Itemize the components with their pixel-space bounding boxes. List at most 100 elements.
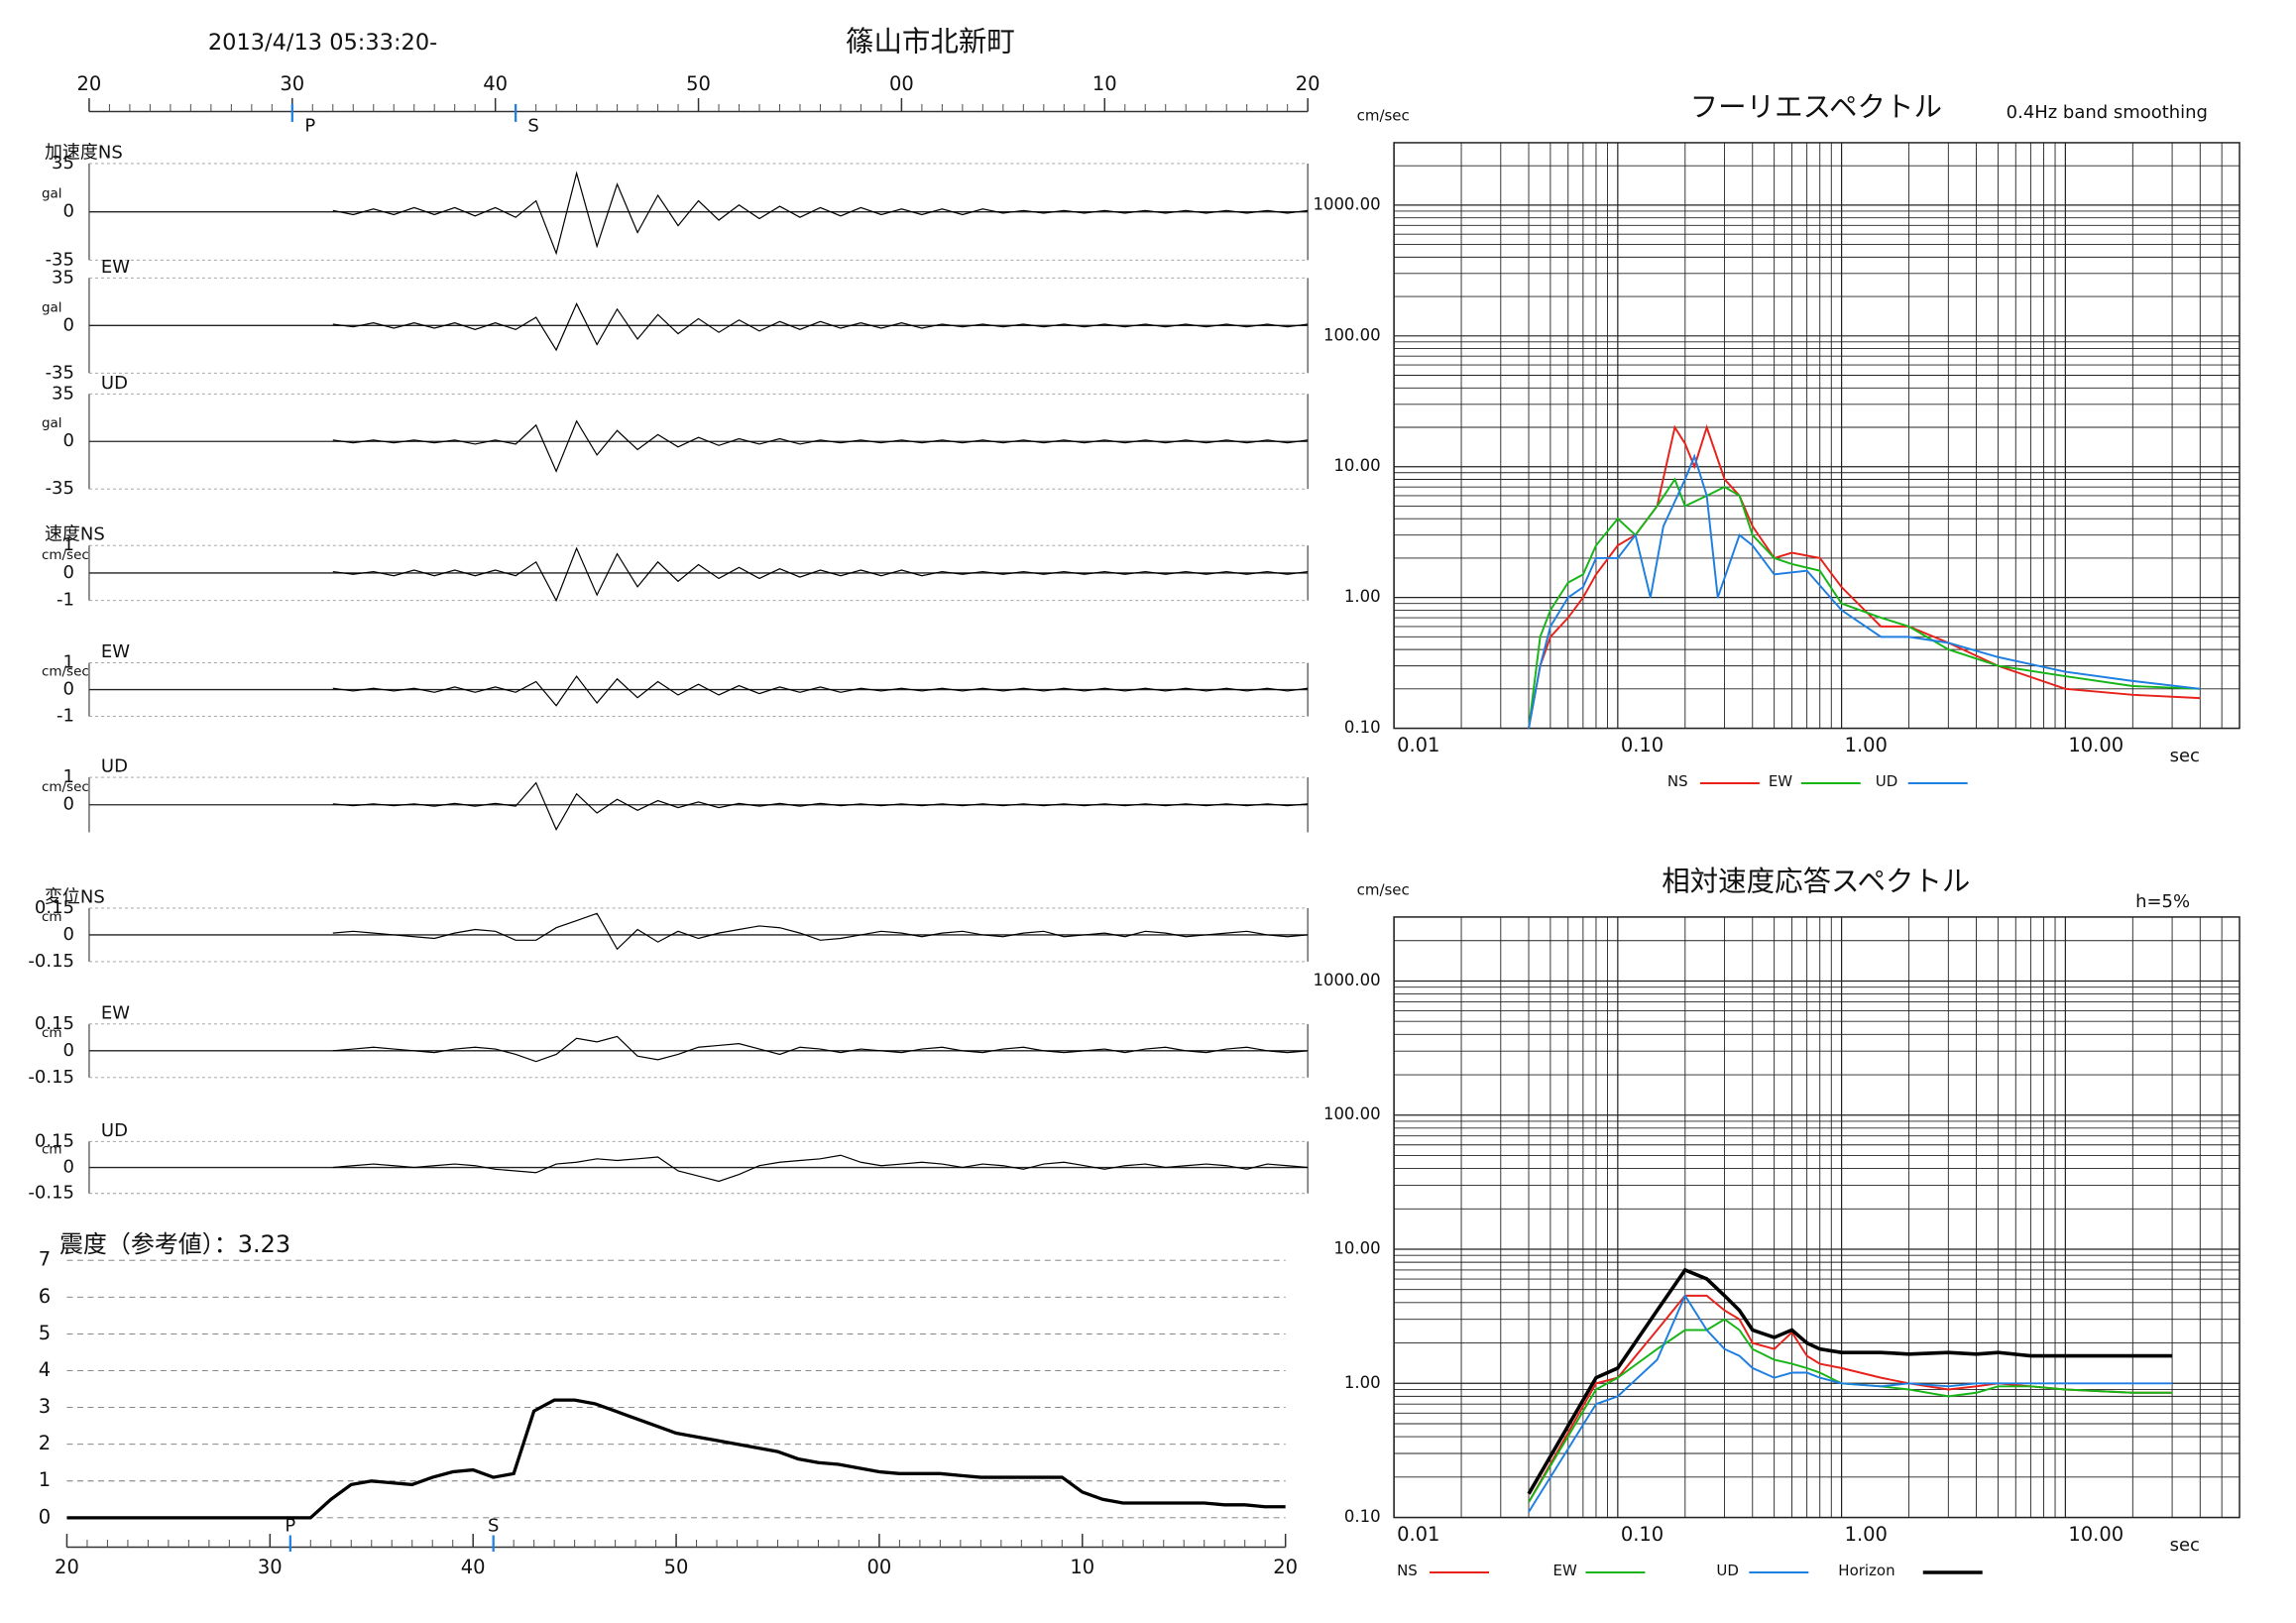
y-tick-label: 0.10 (1344, 1507, 1381, 1526)
y-tick-label: -1 (57, 590, 74, 611)
unit-label: cm/sec (42, 779, 89, 795)
x-tick-label: 00 (889, 72, 914, 95)
legend-label: NS (1667, 772, 1688, 790)
unit-label: gal (42, 186, 62, 202)
spectrum-subtitle: 0.4Hz band smoothing (2007, 102, 2208, 123)
y-tick-label: 100.00 (1323, 1104, 1381, 1123)
y-tick-label: 100.00 (1323, 325, 1381, 344)
y-tick-label: -0.15 (28, 1067, 73, 1088)
x-tick-label: 0.01 (1397, 1523, 1439, 1546)
y-tick-label: 0 (63, 314, 74, 335)
y-tick-label: 10.00 (1333, 456, 1380, 475)
unit-label: gal (42, 415, 62, 431)
x-tick-label: 40 (483, 72, 508, 95)
channel-label: 変位NS (45, 886, 105, 907)
unit-label: gal (42, 299, 62, 315)
y-unit: cm/sec (1357, 880, 1410, 898)
legend-label: EW (1552, 1562, 1576, 1579)
spectrum-annotation: h=5% (2135, 891, 2190, 912)
x-unit: sec (2170, 746, 2200, 766)
x-tick-label: 30 (258, 1556, 283, 1578)
y-tick-label: 5 (39, 1322, 51, 1344)
legend-label: EW (1769, 772, 1792, 790)
waveform-trace (332, 1154, 1309, 1183)
y-tick-label: 0 (63, 924, 74, 945)
x-tick-label: 20 (1273, 1556, 1298, 1578)
y-tick-label: 0 (63, 562, 74, 583)
waveform-trace (332, 1035, 1309, 1063)
y-unit: cm/sec (1357, 106, 1410, 124)
channel-label: UD (101, 1120, 128, 1141)
station-title: 篠山市北新町 (846, 26, 1015, 58)
x-tick-label: 20 (55, 1556, 79, 1578)
y-tick-label: 0 (39, 1505, 51, 1528)
y-tick-label: 35 (52, 383, 74, 404)
y-tick-label: 0 (63, 794, 74, 815)
spectrum-line (1528, 453, 2201, 729)
spectrum-title: フーリエスペクトル (1690, 90, 1942, 123)
x-tick-label: 10 (1070, 1556, 1094, 1578)
x-tick-label: 30 (280, 72, 304, 95)
intensity-line (66, 1398, 1286, 1520)
x-tick-label: 20 (1296, 72, 1320, 95)
y-tick-label: 0.15 (35, 1013, 74, 1034)
spectrum-line (1527, 1267, 2173, 1495)
waveform-trace (332, 912, 1309, 951)
spectrum-line (1528, 423, 2201, 729)
y-tick-label: 1 (63, 534, 74, 555)
channel-label: 加速度NS (45, 142, 123, 163)
legend-label: NS (1397, 1562, 1418, 1579)
spectrum-line (1528, 1294, 2173, 1503)
phase-label: P (285, 1516, 295, 1537)
legend-label: Horizon (1838, 1562, 1894, 1579)
y-tick-label: 35 (52, 267, 74, 288)
channel-label: EW (101, 257, 130, 278)
channel-label: UD (101, 373, 128, 394)
plot-frame (1393, 916, 2240, 1519)
y-tick-label: 0 (63, 679, 74, 700)
y-tick-label: 10.00 (1333, 1239, 1380, 1258)
channel-label: EW (101, 1002, 130, 1023)
y-tick-label: 1000.00 (1313, 194, 1380, 213)
channel-label: EW (101, 641, 130, 662)
y-tick-label: 0.10 (1344, 718, 1381, 737)
y-tick-label: 0.15 (35, 897, 74, 918)
x-tick-label: 1.00 (1845, 1523, 1888, 1546)
datetime: 2013/4/13 05:33:20- (208, 30, 437, 56)
x-tick-label: 10.00 (2068, 1523, 2124, 1546)
phase-label: S (488, 1516, 499, 1537)
x-tick-label: 00 (867, 1556, 892, 1578)
waveform-trace (332, 171, 1309, 256)
x-tick-label: 10 (1092, 72, 1117, 95)
y-tick-label: 1 (63, 766, 74, 787)
y-tick-label: 0 (63, 1040, 74, 1061)
spectrum-line (1528, 477, 2201, 729)
y-tick-label: 7 (39, 1248, 51, 1271)
y-tick-label: 1.00 (1344, 587, 1381, 606)
spectrum-line (1528, 1318, 2173, 1503)
y-tick-label: 4 (39, 1358, 51, 1381)
legend-label: UD (1876, 772, 1898, 790)
y-tick-label: -0.15 (28, 1183, 73, 1204)
spectrum-line (1528, 1293, 2173, 1513)
phase-label: S (527, 115, 538, 136)
unit-label: cm (42, 1142, 62, 1158)
y-tick-label: 0 (63, 201, 74, 222)
x-unit: sec (2170, 1535, 2200, 1556)
x-tick-label: 0.01 (1397, 734, 1439, 756)
waveform-trace (332, 675, 1309, 707)
y-tick-label: 3 (39, 1395, 51, 1418)
channel-label: UD (101, 756, 128, 777)
waveform-trace (332, 302, 1309, 352)
unit-label: cm (42, 1025, 62, 1041)
y-tick-label: -1 (57, 706, 74, 727)
y-tick-label: 1 (39, 1468, 51, 1491)
y-tick-label: 6 (39, 1285, 51, 1308)
y-tick-label: 1 (63, 652, 74, 673)
waveform-trace (332, 419, 1309, 473)
unit-label: cm/sec (42, 547, 89, 563)
x-tick-label: 50 (686, 72, 711, 95)
channel-label: 速度NS (45, 524, 105, 545)
waveform-trace (332, 546, 1309, 603)
